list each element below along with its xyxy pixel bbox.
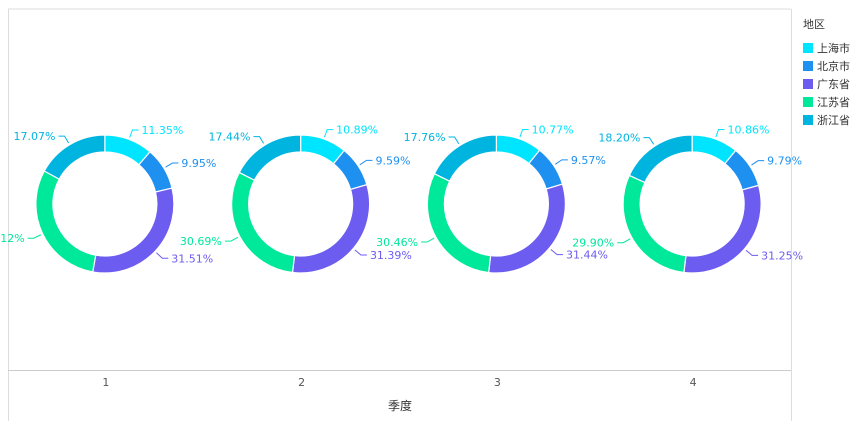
slice-label: 30.69% (180, 235, 222, 248)
label-leader-line (550, 249, 564, 256)
slice-label: 29.90% (572, 237, 614, 250)
legend-title: 地区 (803, 18, 825, 31)
label-leader-line (58, 135, 70, 144)
slice-label: 9.95% (181, 157, 216, 170)
donut-slice[interactable] (231, 171, 296, 274)
slice-label: 17.07% (14, 130, 56, 143)
label-leader-line (421, 237, 435, 243)
label-leader-line (253, 136, 265, 144)
legend-swatch (803, 43, 813, 53)
legend-swatch (803, 79, 813, 89)
label-leader-line (519, 128, 529, 138)
legend-label: 上海市 (817, 42, 850, 55)
slice-label: 31.25% (761, 249, 803, 262)
legend-label: 北京市 (817, 60, 850, 73)
legend-item[interactable]: 广东省 (803, 75, 850, 93)
legend-swatch (803, 61, 813, 71)
legend-label: 浙江省 (817, 114, 850, 127)
label-leader-line (129, 129, 139, 138)
donut-slice[interactable] (291, 183, 371, 274)
label-leader-line (354, 249, 367, 256)
donut-slice[interactable] (628, 134, 693, 184)
slice-label: 11.35% (141, 124, 183, 137)
label-leader-line (359, 159, 373, 166)
slice-label: 17.76% (404, 131, 446, 144)
slice-label: 30.46% (376, 236, 418, 249)
donut-slice[interactable] (488, 183, 566, 274)
legend-swatch (803, 97, 813, 107)
legend-label: 江苏省 (817, 96, 850, 109)
legend-item[interactable]: 浙江省 (803, 111, 850, 129)
label-leader-line (643, 137, 655, 145)
label-leader-line (224, 236, 239, 242)
legend-item[interactable]: 上海市 (803, 39, 850, 57)
legend-item[interactable]: 江苏省 (803, 93, 850, 111)
label-leader-line (156, 252, 169, 259)
donut-slice[interactable] (92, 187, 175, 274)
x-tick-label: 3 (494, 376, 501, 389)
label-leader-line (617, 238, 631, 244)
donut-slice[interactable] (426, 172, 492, 274)
legend-item[interactable]: 北京市 (803, 57, 850, 75)
slice-label: 9.57% (571, 154, 606, 167)
donut-slice[interactable] (43, 134, 106, 180)
slice-label: 9.79% (767, 155, 802, 168)
x-axis: 1 2 3 4 (102, 376, 696, 389)
donut-slice[interactable] (35, 170, 97, 273)
label-leader-line (27, 234, 42, 239)
label-leader-line (448, 136, 460, 145)
slice-label: 10.86% (728, 124, 770, 137)
label-leader-line (554, 159, 568, 165)
slice-label: 10.89% (336, 124, 378, 137)
label-leader-line (165, 162, 179, 168)
slice-label: 31.51% (171, 252, 213, 265)
plot-frame (8, 8, 792, 421)
slice-label: 9.59% (375, 154, 410, 167)
donut-group: 11.35% 9.95% 31.51% 30.12% 17.07% 10.89% 9.59%… (0, 123, 803, 274)
slice-label: 31.44% (566, 249, 608, 262)
x-axis-title: 季度 (388, 398, 412, 413)
donut-slice[interactable] (622, 174, 687, 274)
legend-label: 广东省 (817, 78, 850, 91)
donut-slice[interactable] (433, 134, 497, 182)
x-tick-label: 4 (690, 376, 697, 389)
x-tick-label: 1 (102, 376, 109, 389)
donut-slice[interactable] (238, 134, 302, 182)
slice-label: 17.44% (209, 131, 251, 144)
slice-label: 18.20% (598, 132, 640, 145)
slice-label: 10.77% (532, 123, 574, 136)
label-leader-line (715, 129, 725, 138)
legend: 地区 上海市北京市广东省江苏省浙江省 (803, 16, 850, 129)
slice-label: 30.12% (0, 232, 25, 245)
label-leader-line (751, 160, 765, 166)
label-leader-line (745, 249, 759, 256)
x-tick-label: 2 (298, 376, 305, 389)
legend-swatch (803, 115, 813, 125)
donut-slice[interactable] (683, 184, 762, 274)
slice-label: 31.39% (370, 249, 412, 262)
label-leader-line (323, 129, 334, 138)
